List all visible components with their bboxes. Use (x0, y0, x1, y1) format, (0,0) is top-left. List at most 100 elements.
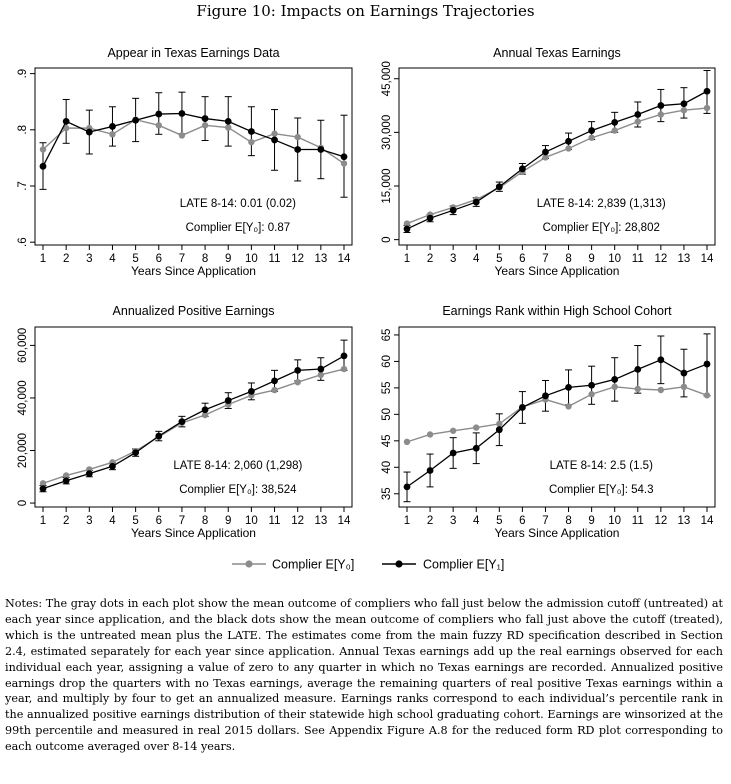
legend-y0-marker (245, 560, 253, 568)
point-y0 (657, 386, 665, 394)
x-tick-label: 14 (701, 515, 714, 527)
x-tick-label: 7 (179, 515, 185, 527)
point-y1 (201, 406, 209, 414)
point-y1 (588, 381, 596, 389)
point-y1 (39, 162, 47, 170)
point-y1 (680, 100, 688, 108)
point-y1 (495, 183, 503, 191)
point-y1 (518, 165, 526, 173)
point-y1 (294, 366, 302, 374)
point-y0 (611, 127, 618, 134)
x-tick-label: 14 (338, 515, 351, 527)
point-y1 (85, 128, 93, 136)
point-y1 (271, 136, 278, 144)
y-tick-label: 35 (381, 487, 393, 500)
point-y1 (317, 365, 325, 373)
annotation-late: LATE 8-14: 2.5 (1.5) (550, 460, 654, 472)
point-y1 (178, 418, 186, 425)
point-y1 (426, 467, 434, 474)
x-tick-label: 8 (565, 515, 571, 527)
x-tick-label: 4 (109, 515, 116, 527)
point-y1 (224, 117, 232, 125)
panel-title: Appear in Texas Earnings Data (107, 46, 279, 60)
x-axis-label: Years Since Application (131, 264, 256, 278)
annotation-late: LATE 8-14: 2,060 (1,298) (173, 460, 302, 472)
point-y0 (611, 383, 618, 391)
point-y1 (657, 102, 665, 109)
x-tick-label: 3 (86, 515, 92, 527)
series-line-y0 (406, 107, 708, 225)
annotation-late: LATE 8-14: 0.01 (0.02) (180, 198, 296, 210)
point-y1 (426, 214, 434, 222)
y-tick-label: 65 (381, 329, 393, 342)
annotation-complier-mean: Complier E[Y₀]: 28,802 (543, 222, 660, 234)
y-tick-label: .8 (17, 125, 29, 135)
chart-appear-in-data: Appear in Texas Earnings Data.6.7.8.91 2 3… (17, 46, 353, 278)
point-y0 (39, 480, 47, 487)
y-tick-label: 0 (17, 500, 29, 506)
chart-earnings-rank: Earnings Rank within High School Cohort 3… (381, 304, 716, 540)
point-y0 (340, 160, 348, 167)
point-y0 (271, 386, 278, 394)
legend-y1-marker (395, 560, 403, 568)
figure-title: Figure 10: Impacts on Earnings Trajector… (196, 2, 535, 20)
point-y1 (472, 444, 480, 452)
plot-frame (34, 326, 353, 508)
x-tick-label: 6 (156, 515, 162, 527)
point-y0 (703, 392, 711, 399)
x-axis-label: Years Since Application (495, 526, 620, 540)
point-y0 (178, 132, 186, 139)
point-y1 (155, 432, 163, 440)
panel-title: Annualized Positive Earnings (113, 304, 275, 318)
point-y1 (634, 111, 642, 118)
y-tick-label: 55 (381, 381, 393, 394)
x-tick-label: 12 (654, 253, 667, 265)
point-y1 (340, 153, 348, 161)
point-y1 (634, 365, 642, 373)
point-y0 (634, 118, 641, 125)
x-tick-label: 8 (565, 253, 571, 265)
point-y1 (340, 352, 348, 360)
point-y1 (85, 470, 93, 478)
point-y0 (680, 106, 688, 114)
point-y0 (62, 124, 70, 132)
point-y0 (473, 424, 480, 431)
point-y0 (449, 427, 457, 434)
point-y0 (496, 420, 503, 428)
x-axis-label: Years Since Application (131, 526, 256, 540)
point-y1 (611, 376, 619, 383)
y-tick-label: .9 (17, 69, 29, 79)
x-tick-label: 4 (109, 253, 116, 265)
series-line-y1 (406, 359, 708, 488)
point-y1 (680, 369, 688, 377)
x-tick-label: 4 (473, 253, 480, 265)
legend-y0-label: Complier E[Y₀] (272, 558, 354, 572)
x-tick-label: 11 (269, 515, 281, 527)
x-tick-label: 12 (654, 515, 667, 527)
y-tick-label: 60 (381, 355, 393, 368)
point-y1 (565, 137, 572, 145)
series-line-y1 (406, 90, 708, 230)
point-y0 (588, 134, 595, 141)
figure-notes: Notes: The gray dots in each plot show t… (5, 597, 723, 754)
x-tick-label: 13 (314, 253, 327, 265)
point-y1 (155, 110, 163, 118)
y-tick-label: 0 (381, 236, 393, 242)
x-tick-label: 3 (450, 515, 456, 527)
point-y0 (294, 378, 301, 386)
x-tick-label: 14 (338, 253, 351, 265)
point-y1 (39, 485, 47, 493)
point-y0 (225, 124, 232, 131)
legend-y1-label: Complier E[Y₁] (423, 558, 504, 572)
point-y0 (426, 431, 434, 438)
point-y1 (449, 206, 457, 214)
point-y1 (62, 117, 70, 125)
point-y1 (403, 225, 411, 233)
point-y1 (62, 477, 70, 485)
y-tick-label: 40,000 (17, 380, 29, 415)
point-y1 (495, 426, 503, 434)
point-y0 (657, 111, 665, 118)
x-tick-label: 7 (179, 253, 185, 265)
chart-annual-earnings: Annual Texas Earnings 0 15,000 30,000 45,000… (381, 46, 716, 278)
point-y0 (403, 438, 411, 446)
